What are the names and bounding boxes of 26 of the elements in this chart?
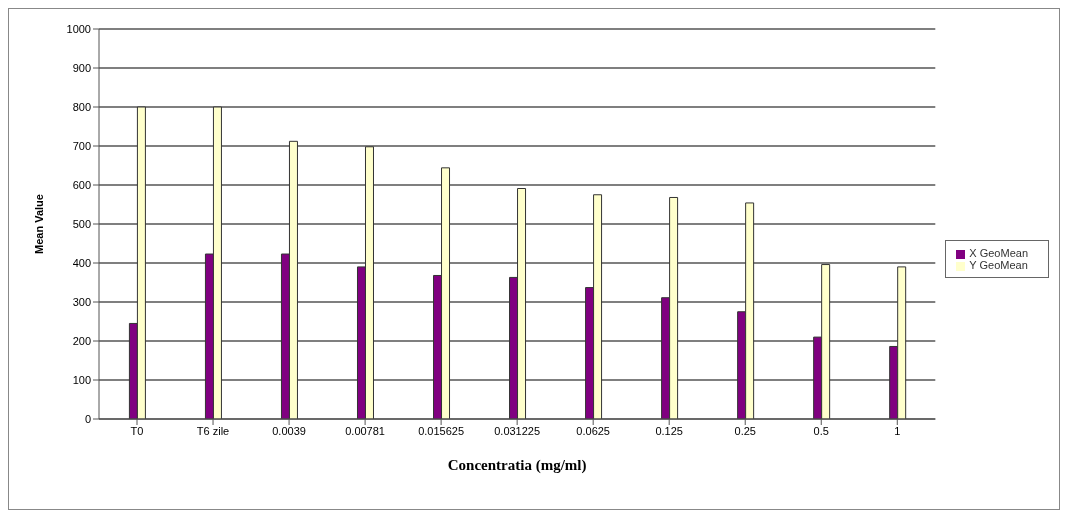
x-axis-title: Concentratia (mg/ml): [447, 456, 587, 474]
y-tick-label: 300: [72, 295, 91, 308]
x-tick-label: 0.015625: [418, 424, 465, 437]
x-tick-label: 0.0625: [576, 424, 610, 437]
y-tick-label: 0: [84, 412, 91, 425]
legend-label: X GeoMean: [969, 247, 1028, 259]
x-tick-label: 1: [894, 424, 901, 437]
y-tick-label: 500: [72, 217, 91, 230]
legend-label: Y GeoMean: [969, 259, 1028, 271]
y-tick-label: 400: [72, 256, 91, 269]
y-tick-label: 600: [72, 178, 91, 191]
x-tick-label: T0: [130, 424, 144, 437]
x-tick-label: 0.031225: [494, 424, 541, 437]
y-tick-label: 900: [72, 61, 91, 74]
x-tick-label: 0.0039: [272, 424, 306, 437]
y-tick-label: 1000: [66, 22, 91, 35]
y-axis-title: Mean Value: [32, 194, 45, 254]
y-tick-label: 700: [72, 139, 91, 152]
x-tick-label: 0.00781: [345, 424, 385, 437]
x-tick-label: T6 zile: [196, 424, 230, 437]
y-tick-label: 100: [72, 373, 91, 386]
x-tick-label: 0.5: [813, 424, 829, 437]
x-tick-label: 0.25: [734, 424, 756, 437]
y-tick-label: 800: [72, 100, 91, 113]
x-tick-label: 0.125: [655, 424, 683, 437]
y-tick-label: 200: [72, 334, 91, 347]
